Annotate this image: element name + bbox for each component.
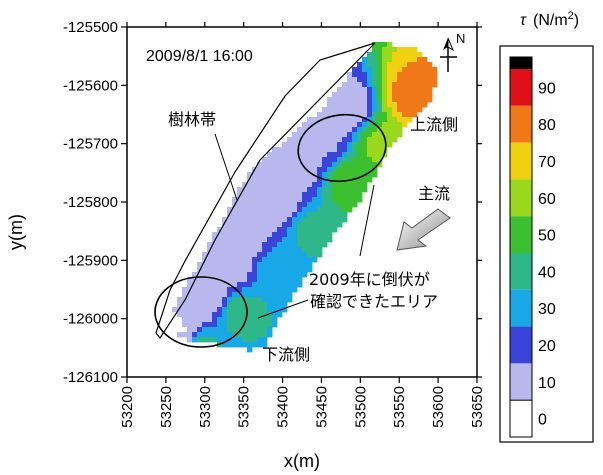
- y-tick-label: -125500: [63, 19, 118, 36]
- colorbar: τ (N/m2) 0 10 20 30 40 50 60 70 80 90: [499, 10, 594, 443]
- colorbar-swatch: [510, 253, 532, 290]
- main-flow-label: 主流: [418, 184, 450, 203]
- colorbar-swatch: [510, 57, 532, 69]
- x-tick-label: 53450: [313, 386, 330, 428]
- y-tick-label: -125600: [63, 77, 118, 94]
- colorbar-tick-label: 30: [538, 301, 556, 318]
- x-tick-label: 53250: [158, 386, 175, 428]
- y-tick-label: -126100: [63, 369, 118, 386]
- fallen-area-label-line2: 確認できたエリア: [310, 292, 438, 311]
- downstream-area-ellipse: [154, 276, 248, 348]
- fallen-area-leader-top: [359, 184, 375, 257]
- colorbar-tick-label: 0: [538, 412, 547, 429]
- colorbar-swatch: [510, 142, 532, 180]
- y-tick-label: -126000: [63, 311, 118, 328]
- fallen-area-leader-bottom: [257, 299, 309, 319]
- colorbar-swatch: [510, 69, 532, 106]
- downstream-label: 下流側: [262, 345, 310, 364]
- field-cells: [157, 42, 438, 353]
- main-flow-arrow-icon: [396, 208, 451, 251]
- y-tick-label: -125900: [63, 252, 118, 269]
- x-tick-label: 53300: [197, 386, 214, 428]
- colorbar-tick-label: 50: [538, 228, 556, 245]
- colorbar-swatch: [510, 216, 532, 253]
- north-label: N: [456, 31, 465, 46]
- shear-stress-field: [157, 42, 438, 353]
- y-axis-title: y(m): [6, 214, 26, 250]
- colorbar-swatch: [510, 179, 532, 217]
- axes: -125500 -125600 -125700 -125800 -125900 -1260…: [63, 19, 486, 428]
- colorbar-tick-label: 10: [538, 375, 556, 392]
- colorbar-frame: [499, 45, 594, 443]
- colorbar-swatch: [510, 326, 532, 364]
- forest-belt-outline: [155, 42, 376, 340]
- x-tick-label: 53400: [275, 386, 292, 428]
- colorbar-symbol: τ: [520, 12, 527, 29]
- y-tick-label: -125700: [63, 136, 118, 153]
- colorbar-swatch: [509, 399, 533, 438]
- colorbar-tick-label: 90: [538, 80, 556, 97]
- colorbar-swatch: [510, 105, 532, 143]
- colorbar-swatch-frame: [509, 56, 533, 438]
- forest-belt-label: 樹林帯: [168, 110, 216, 129]
- upstream-area-ellipse: [297, 113, 387, 183]
- x-tick-label: 53500: [352, 386, 369, 428]
- colorbar-swatch: [510, 289, 532, 327]
- colorbar-tick-label: 20: [538, 338, 556, 355]
- colorbar-tick-label: 70: [538, 154, 556, 171]
- colorbar-unit: (N/m2): [533, 10, 579, 29]
- upstream-label: 上流側: [410, 115, 458, 134]
- x-tick-label: 53550: [391, 386, 408, 428]
- fallen-area-label-line1: 2009年に倒伏が: [309, 270, 430, 289]
- x-tick-label: 53600: [430, 386, 447, 428]
- x-tick-label: 53650: [469, 386, 486, 428]
- colorbar-tick-label: 80: [538, 117, 556, 134]
- y-tick-label: -125800: [63, 194, 118, 211]
- colorbar-tick-label: 60: [538, 191, 556, 208]
- colorbar-swatch: [510, 363, 532, 401]
- north-arrow-icon: [440, 37, 457, 72]
- x-axis-title: x(m): [284, 451, 320, 471]
- colorbar-tick-label: 40: [538, 264, 556, 281]
- timestamp-label: 2009/8/1 16:00: [146, 48, 253, 65]
- x-tick-label: 53200: [119, 386, 136, 428]
- x-tick-label: 53350: [236, 386, 253, 428]
- forest-belt-leader: [214, 133, 238, 201]
